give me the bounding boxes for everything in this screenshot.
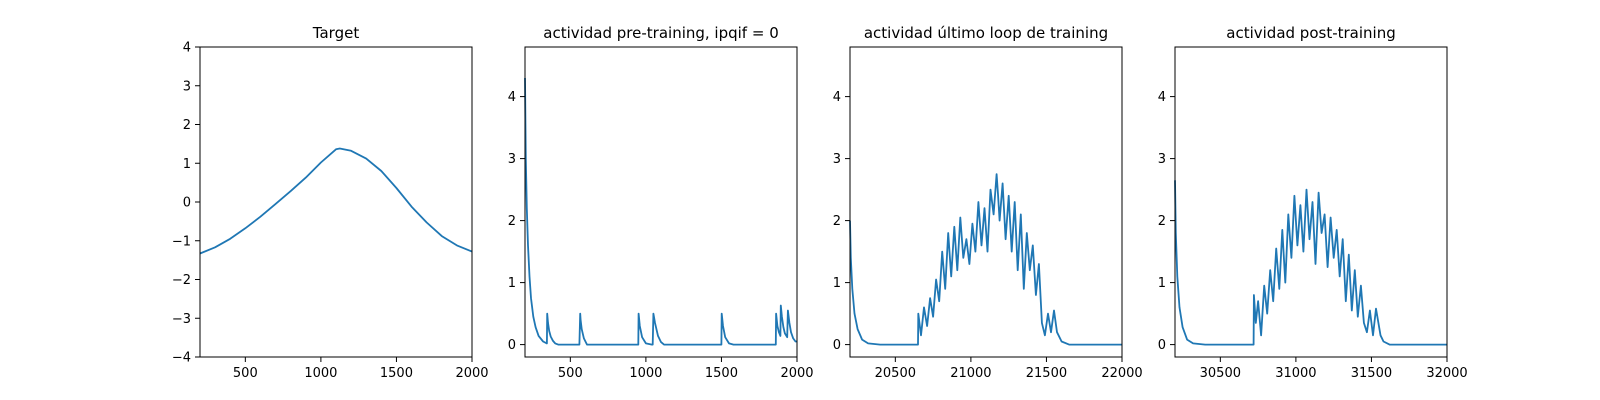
y-tick-label: 3 — [183, 79, 191, 94]
chart-panel-3: 20500 21000 21500 22000 0 1 2 3 4 actividad últim… — [833, 24, 1143, 381]
series-line-3-1 — [849, 173, 1122, 346]
y-tick-label: −2 — [172, 273, 191, 288]
y-tick-label: 1 — [183, 157, 191, 172]
x-tick-label: 1500 — [705, 366, 738, 381]
series-line-4-1 — [1174, 180, 1447, 346]
chart-panel-4: 30500 31000 31500 32000 0 1 2 3 4 actividad post-… — [1158, 24, 1468, 381]
x-tick-label: 31000 — [1275, 366, 1316, 381]
y-tick-label: 2 — [183, 118, 191, 133]
y-tick-label: 2 — [508, 214, 516, 229]
series-line-1-1 — [199, 147, 473, 255]
chart-panel-1: 500 1000 1500 2000 −4 −3 −2 −1 0 1 2 3 4 Target — [172, 24, 489, 381]
y-tick-label: 1 — [1158, 276, 1166, 291]
y-tick-label: 0 — [1158, 338, 1166, 353]
y-tick-label: −3 — [172, 312, 191, 327]
x-tick-label: 2000 — [780, 366, 813, 381]
x-tick-label: 2000 — [455, 366, 488, 381]
x-tick-label: 1500 — [380, 366, 413, 381]
x-tick-label: 30500 — [1200, 366, 1241, 381]
x-tick-label: 20500 — [875, 366, 916, 381]
chart-title: actividad post-training — [1226, 24, 1395, 42]
y-tick-label: 2 — [1158, 214, 1166, 229]
y-tick-label: 4 — [833, 90, 841, 105]
x-tick-label: 22000 — [1101, 366, 1142, 381]
y-tick-label: −4 — [172, 351, 191, 366]
chart-title: actividad último loop de training — [864, 24, 1108, 42]
y-tick-label: 0 — [508, 338, 516, 353]
x-tick-label: 31500 — [1351, 366, 1392, 381]
x-tick-label: 21500 — [1026, 366, 1067, 381]
y-tick-label: 4 — [508, 90, 516, 105]
series-line-2-1 — [524, 77, 797, 346]
axes-frame — [1174, 46, 1448, 358]
y-tick-label: 4 — [1158, 90, 1166, 105]
x-tick-label: 32000 — [1426, 366, 1467, 381]
x-tick-label: 1000 — [629, 366, 662, 381]
axes-frame — [524, 46, 798, 358]
chart-title: actividad pre-training, ipqif = 0 — [543, 24, 779, 42]
y-tick-label: 1 — [833, 276, 841, 291]
chart-title: Target — [312, 24, 360, 42]
y-tick-label: 2 — [833, 214, 841, 229]
y-tick-label: 1 — [508, 276, 516, 291]
y-tick-label: 0 — [183, 196, 191, 211]
x-tick-label: 1000 — [304, 366, 337, 381]
chart-panel-2: 500 1000 1500 2000 0 1 2 3 4 actividad pre-traini… — [508, 24, 814, 381]
x-tick-label: 500 — [233, 366, 258, 381]
x-tick-label: 500 — [558, 366, 583, 381]
y-tick-label: −1 — [172, 234, 191, 249]
axes-frame — [199, 46, 473, 358]
y-tick-label: 3 — [1158, 152, 1166, 167]
y-tick-label: 3 — [508, 152, 516, 167]
axes-frame — [849, 46, 1123, 358]
y-tick-label: 3 — [833, 152, 841, 167]
y-tick-label: 0 — [833, 338, 841, 353]
x-tick-label: 21000 — [950, 366, 991, 381]
y-tick-label: 4 — [183, 41, 191, 56]
